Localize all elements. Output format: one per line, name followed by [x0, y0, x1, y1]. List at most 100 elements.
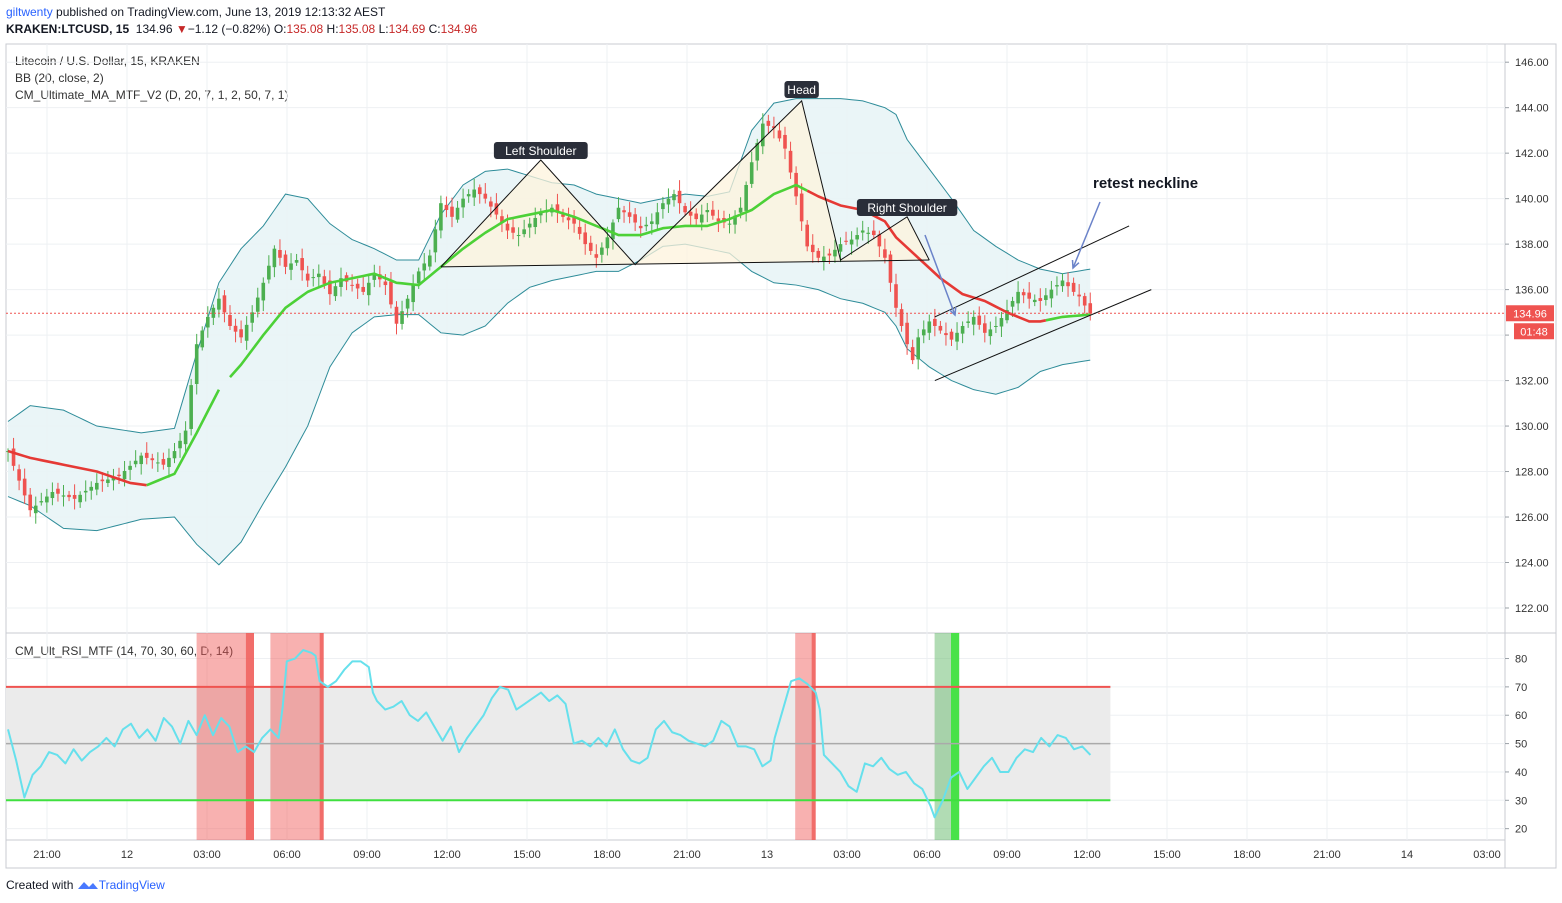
candle-body	[228, 315, 232, 326]
tradingview-link[interactable]: TradingView	[98, 878, 165, 892]
rsi-pane	[6, 633, 1111, 840]
rsi-zone-highlight	[951, 633, 960, 840]
candle-body	[938, 325, 943, 331]
candle-body	[888, 254, 893, 283]
candle-body	[400, 311, 404, 324]
candle-body	[355, 283, 360, 289]
tradingview-logo-icon	[77, 882, 98, 889]
candle-body	[594, 254, 599, 258]
retest-arrow	[1072, 201, 1101, 269]
candle-body	[17, 469, 21, 481]
chart-canvas[interactable]: 21:00 12 03:00 06:00 09:00 12:00 15:00 18:00 21:…	[0, 0, 1562, 875]
last-price-tag-bg	[1506, 305, 1554, 322]
candle-body	[600, 247, 604, 255]
legend-ma[interactable]: CM_Ultimate_MA_MTF_V2 (D, 20, 7, 1, 2, 5…	[15, 88, 289, 102]
rsi-zone-highlight	[934, 633, 951, 840]
candle-body	[305, 273, 310, 281]
candle-body	[566, 217, 571, 221]
y-tick-label: 144.00	[1515, 103, 1549, 115]
x-tick-label: 21:00	[1313, 849, 1341, 861]
candle-body	[955, 332, 959, 342]
high-label: H:	[326, 22, 339, 36]
legend-bb[interactable]: BB (20, close, 2)	[15, 71, 104, 85]
annotations: Left Shoulder Head Right Shoulder retest ne…	[440, 81, 1554, 382]
candle-body	[78, 494, 82, 503]
y-tick-label: 124.00	[1515, 558, 1549, 570]
x-tick-label: 18:00	[1233, 849, 1261, 861]
candle-body	[1027, 292, 1031, 299]
y-tick-label: 128.00	[1515, 467, 1549, 479]
candle-body	[178, 440, 182, 449]
candle-body	[899, 309, 904, 326]
candle-body	[622, 210, 626, 213]
candle-body	[217, 298, 221, 310]
candle-body	[638, 225, 643, 229]
candle-body	[461, 198, 465, 208]
down-arrow-icon: ▼	[175, 22, 188, 36]
candle-body	[905, 322, 909, 345]
candle-body	[183, 430, 188, 445]
x-tick-label: 03:00	[1473, 849, 1501, 861]
x-tick-label: 09:00	[353, 849, 381, 861]
x-tick-label: 18:00	[593, 849, 621, 861]
candle-body	[416, 271, 421, 284]
candle-body	[222, 295, 227, 313]
candle-body	[294, 260, 299, 263]
candle-body	[733, 215, 737, 225]
head-label-bg	[784, 81, 819, 98]
candle-body	[200, 330, 205, 348]
author-link[interactable]: giltwenty	[6, 5, 53, 19]
head-shoulders-outline	[440, 99, 930, 268]
candle-body	[855, 235, 859, 240]
candle-body	[1088, 303, 1093, 314]
candle-body	[650, 221, 654, 224]
candle-body	[727, 223, 732, 225]
legend-symbol[interactable]: Litecoin / U.S. Dollar, 15, KRAKEN	[15, 54, 200, 68]
candle-body	[328, 280, 332, 295]
countdown-tag: 01:48	[1520, 326, 1548, 338]
candle-body	[89, 486, 94, 491]
candle-body	[477, 187, 482, 195]
candle-body	[83, 490, 88, 493]
candle-body	[206, 316, 210, 328]
head-label: Head	[787, 83, 816, 97]
rsi-zone-highlight	[196, 633, 246, 840]
symbol-info: KRAKEN:LTCUSD, 15 134.96 ▼−1.12 (−0.82%)…	[6, 22, 477, 36]
candle-body	[527, 223, 532, 228]
candle-body	[661, 203, 665, 210]
y-tick-label: 122.00	[1515, 603, 1549, 615]
candle-body	[156, 462, 160, 464]
candle-body	[250, 312, 254, 323]
candle-body	[11, 448, 16, 466]
candle-body	[816, 250, 821, 258]
legend-rsi[interactable]: CM_Ult_RSI_MTF (14, 70, 30, 60, D, 14)	[15, 644, 234, 658]
price-pane	[6, 98, 1505, 566]
candle-body	[605, 237, 610, 249]
y-tick-label: 132.00	[1515, 376, 1549, 388]
rsi-line	[7, 649, 1092, 819]
candle-body	[1038, 298, 1043, 301]
x-tick-label: 14	[1401, 849, 1413, 861]
candle-body	[317, 273, 321, 278]
candle-body	[672, 194, 676, 201]
x-tick-label: 03:00	[193, 849, 221, 861]
candle-body	[810, 244, 815, 253]
candle-body	[555, 204, 560, 213]
candle-body	[1082, 296, 1087, 306]
breakdown-arrow	[924, 234, 956, 316]
candle-body	[1049, 289, 1054, 299]
candle-body	[705, 210, 710, 213]
rsi-y-tick-label: 20	[1515, 824, 1527, 836]
low-value: 134.69	[388, 22, 426, 36]
candle-body	[783, 134, 787, 149]
last-price-tag: 134.96	[1513, 308, 1547, 320]
close-value: 134.96	[440, 22, 478, 36]
candle-body	[666, 198, 671, 205]
candle-body	[616, 207, 621, 220]
candle-body	[799, 193, 804, 222]
x-tick-label: 21:00	[33, 849, 61, 861]
candle-body	[483, 193, 488, 199]
x-tick-label: 06:00	[273, 849, 301, 861]
candle-body	[644, 224, 649, 227]
candle-body	[289, 263, 293, 270]
